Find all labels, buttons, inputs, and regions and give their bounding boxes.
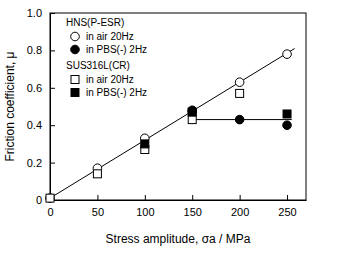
data-point xyxy=(283,50,292,59)
data-point xyxy=(283,121,292,130)
x-tick: 250 xyxy=(278,195,296,218)
y-tick: 0.8 xyxy=(27,44,55,56)
x-tick-mark xyxy=(192,195,193,200)
x-tick-label: 0 xyxy=(47,206,53,218)
x-tick: 100 xyxy=(136,195,154,218)
x-axis-line xyxy=(51,200,307,201)
y-tick-mark xyxy=(50,50,55,51)
legend-marker xyxy=(71,76,79,84)
x-tick-mark xyxy=(240,195,241,200)
data-point xyxy=(235,115,244,124)
y-tick-label: 0.6 xyxy=(27,82,42,94)
y-tick-mark xyxy=(50,13,55,14)
data-point xyxy=(93,170,101,178)
x-tick-mark xyxy=(287,195,288,200)
legend-marker xyxy=(71,89,79,97)
x-tick: 200 xyxy=(231,195,249,218)
y-tick: 0.2 xyxy=(27,157,55,169)
x-tick-label: 200 xyxy=(231,206,249,218)
y-tick-label: 0 xyxy=(36,194,42,206)
data-point xyxy=(141,140,149,148)
y-tick-label: 1.0 xyxy=(27,7,42,19)
y-axis-title: Friction coefficient, μ xyxy=(3,51,17,161)
y-tick-mark xyxy=(50,88,55,89)
y-tick: 1.0 xyxy=(27,7,55,19)
x-tick-label: 50 xyxy=(92,206,104,218)
x-tick-mark xyxy=(145,195,146,200)
x-tick-label: 250 xyxy=(278,206,296,218)
legend: HNS(P-ESR) in air 20Hz in PBS(-) 2Hz SUS316… xyxy=(66,17,147,98)
y-tick-label: 0.8 xyxy=(27,44,42,56)
data-point xyxy=(236,89,244,97)
y-tick-mark xyxy=(50,163,55,164)
y-tick: 0.6 xyxy=(27,82,55,94)
marks xyxy=(46,49,295,203)
data-point xyxy=(46,194,54,202)
plot-frame xyxy=(50,13,306,200)
chart: 0 50 100 150 200 250 0 0.2 0.4 0.6 0.8 1.0 Stress am… xyxy=(0,0,337,257)
data-point xyxy=(46,194,55,203)
y-tick-label: 0.4 xyxy=(27,119,42,131)
x-tick-label: 100 xyxy=(136,206,154,218)
x-tick-label: 150 xyxy=(184,206,202,218)
legend-group-title: SUS316L(CR) xyxy=(66,60,130,71)
legend-marker xyxy=(71,32,80,41)
data-point xyxy=(283,110,291,118)
legend-label: in air 20Hz xyxy=(86,74,134,85)
x-tick-mark xyxy=(97,195,98,200)
x-tick: 50 xyxy=(92,195,104,218)
y-tick-label: 0.2 xyxy=(27,157,42,169)
y-axis: 0 0.2 0.4 0.6 0.8 1.0 xyxy=(27,7,55,206)
y-axis-line xyxy=(50,14,51,201)
x-tick: 150 xyxy=(184,195,202,218)
legend-label: in PBS(-) 2Hz xyxy=(86,44,147,55)
data-point xyxy=(188,116,196,124)
data-point xyxy=(188,108,197,117)
x-axis-title: Stress amplitude, σa / MPa xyxy=(106,232,251,246)
y-tick: 0 xyxy=(36,194,55,206)
legend-label: in PBS(-) 2Hz xyxy=(86,87,147,98)
x-axis: 0 50 100 150 200 250 xyxy=(47,195,306,218)
data-point xyxy=(188,108,196,116)
fit-line xyxy=(50,49,295,199)
legend-label: in air 20Hz xyxy=(86,31,134,42)
legend-marker xyxy=(71,45,80,54)
legend-group-title: HNS(P-ESR) xyxy=(66,17,124,28)
y-tick: 0.4 xyxy=(27,119,55,131)
y-tick-mark xyxy=(50,125,55,126)
data-point xyxy=(235,78,244,87)
